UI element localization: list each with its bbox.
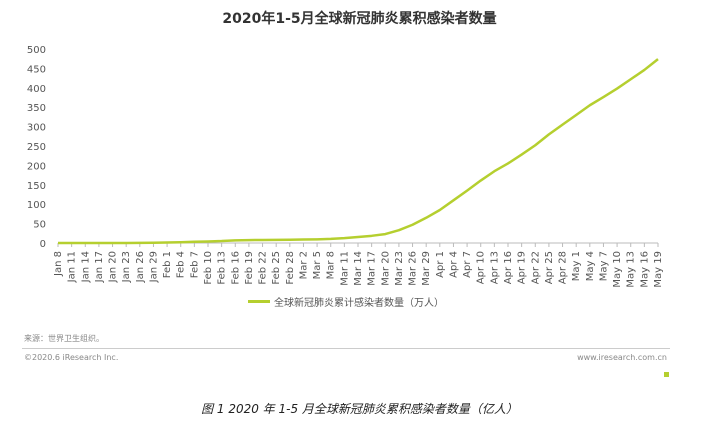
y-tick-label: 300: [27, 123, 46, 134]
y-tick-label: 450: [27, 64, 46, 75]
legend: 全球新冠肺炎累计感染者数量（万人）: [248, 294, 444, 309]
x-tick-label: May 1: [571, 251, 582, 281]
chart-title: 2020年1-5月全球新冠肺炎累积感染者数量: [222, 11, 497, 27]
x-tick-label: Mar 8: [326, 251, 337, 279]
y-tick-label: 350: [27, 103, 46, 114]
x-tick-label: Feb 16: [230, 251, 241, 285]
x-tick-label: Jan 23: [121, 251, 132, 283]
x-tick-label: Jan 8: [53, 251, 64, 277]
x-tick-label: Feb 4: [176, 251, 187, 278]
x-tick-label: Apr 13: [489, 251, 500, 284]
figure-caption: 图 1 2020 年 1-5 月全球新冠肺炎累积感染者数量（亿人）: [201, 402, 518, 416]
x-tick-label: Jan 11: [67, 251, 78, 283]
x-tick-label: Apr 10: [476, 251, 487, 284]
x-tick-label: Jan 29: [148, 251, 159, 283]
x-tick-label: Mar 20: [380, 251, 391, 286]
x-tick-label: Mar 17: [367, 251, 378, 286]
series-line: [58, 58, 659, 245]
x-tick-label: Feb 13: [217, 251, 228, 285]
x-tick-label: Mar 11: [339, 251, 350, 286]
x-tick-label: Mar 2: [298, 251, 309, 279]
x-tick-label: Mar 26: [408, 251, 419, 286]
x-tick-label: Jan 20: [108, 251, 119, 283]
x-tick-label: Jan 26: [135, 251, 146, 283]
x-tick-label: Mar 5: [312, 251, 323, 279]
x-tick-label: Mar 23: [394, 251, 405, 286]
x-tick-label: Feb 10: [203, 251, 214, 285]
y-tick-label: 150: [27, 181, 46, 192]
y-tick-label: 200: [27, 161, 46, 172]
x-tick-label: Feb 22: [258, 251, 269, 285]
x-axis: Jan 8 Jan 11 Jan 14 Jan 17 Jan 20 Jan 23 Jan 2…: [53, 242, 664, 288]
x-tick-label: Apr 7: [462, 251, 473, 278]
x-tick-label: May 19: [653, 251, 664, 288]
x-tick-label: May 13: [626, 251, 637, 288]
y-tick-label: 0: [40, 239, 46, 250]
y-axis: 0 50 100 150 200 250 300 350 400 450 500: [27, 45, 46, 250]
legend-label: 全球新冠肺炎累计感染者数量（万人）: [274, 298, 444, 309]
copyright: ©2020.6 iResearch Inc.: [24, 353, 119, 362]
x-tick-label: Mar 14: [353, 251, 364, 286]
x-tick-label: Feb 7: [189, 251, 200, 278]
x-tick-label: Feb 25: [271, 251, 282, 285]
x-tick-label: Apr 1: [435, 251, 446, 278]
x-tick-label: Mar 29: [421, 251, 432, 286]
x-tick-label: Apr 19: [517, 251, 528, 284]
legend-swatch: [248, 300, 270, 303]
x-tick-label: May 4: [585, 251, 596, 281]
series-group: [58, 58, 659, 245]
x-tick-label: Jan 14: [80, 251, 91, 283]
x-tick-label: May 7: [598, 251, 609, 281]
x-tick-label: Apr 4: [448, 251, 459, 278]
x-tick-label: Feb 19: [244, 251, 255, 285]
x-tick-label: May 10: [612, 251, 623, 288]
y-tick-label: 400: [27, 84, 46, 95]
source-note: 来源：世界卫生组织。: [24, 334, 104, 343]
divider: [22, 348, 670, 349]
x-tick-label: Apr 25: [544, 251, 555, 284]
y-tick-label: 250: [27, 142, 46, 153]
x-tick-label: Jan 17: [94, 251, 105, 283]
y-tick-label: 500: [27, 45, 46, 56]
y-tick-label: 50: [33, 220, 46, 231]
corner-mark: [664, 372, 669, 377]
x-tick-label: Feb 1: [162, 251, 173, 278]
x-tick-label: May 16: [639, 251, 650, 288]
y-tick-label: 100: [27, 200, 46, 211]
x-tick-label: Apr 16: [503, 251, 514, 284]
x-tick-label: Apr 28: [558, 251, 569, 284]
x-tick-label: Apr 22: [530, 251, 541, 284]
website: www.iresearch.com.cn: [577, 353, 667, 362]
x-tick-label: Feb 28: [285, 251, 296, 285]
